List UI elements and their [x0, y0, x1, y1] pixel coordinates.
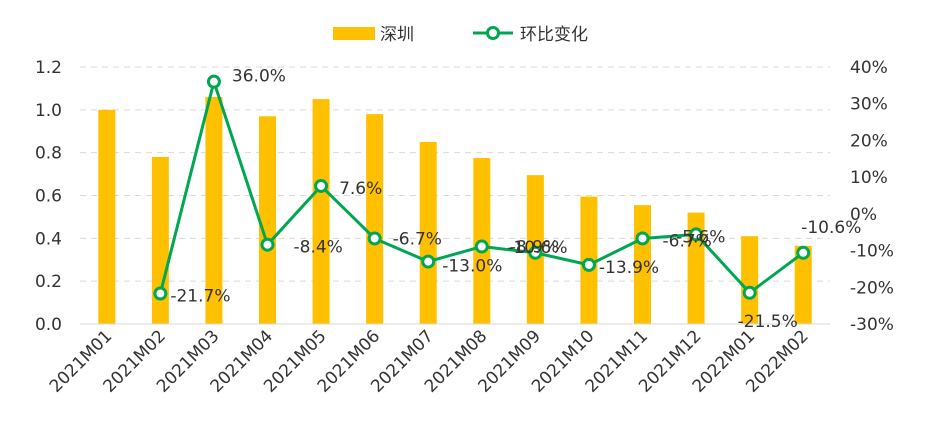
line-data-label: -10.6% — [801, 218, 861, 238]
line-data-label: -13.0% — [442, 257, 502, 277]
bar — [259, 116, 276, 324]
bar — [794, 245, 812, 324]
y-right-tick-label: -30% — [850, 315, 894, 335]
line-data-label: -6.7% — [393, 229, 442, 249]
line-data-label: -21.5% — [738, 312, 798, 332]
bar — [366, 114, 384, 324]
y-right-tick-label: 40% — [850, 58, 888, 78]
line-data-label: -21.7% — [170, 287, 230, 307]
line-data-label: -8.9% — [510, 238, 559, 258]
y-right-tick-label: 30% — [850, 95, 888, 115]
line-marker — [635, 231, 650, 246]
line-marker — [314, 178, 329, 193]
line-data-label: -8.4% — [294, 238, 343, 258]
line-marker — [260, 237, 275, 252]
line-marker — [153, 286, 168, 301]
bar — [741, 236, 759, 324]
line-data-label: -13.9% — [599, 258, 659, 278]
y-right-tick-label: -10% — [850, 242, 894, 262]
line-marker — [474, 239, 489, 254]
bar — [312, 99, 330, 324]
legend: 深圳 环比变化 — [333, 25, 588, 45]
line-data-label: 7.6% — [339, 179, 382, 199]
bar — [419, 141, 437, 324]
line-marker — [528, 245, 543, 260]
line-data-label: -5.6% — [676, 227, 725, 247]
line-data-label: -6.7% — [663, 231, 712, 251]
y-right-tick-label: -20% — [850, 278, 894, 298]
line-marker — [581, 257, 596, 272]
y-left-tick-label: 0.2 — [35, 272, 62, 292]
bar — [98, 109, 116, 324]
y-left-tick-label: 1.2 — [35, 58, 62, 78]
legend-line-marker — [486, 26, 500, 40]
data-labels: -21.7%36.0%-8.4%7.6%-6.7%-13.0%-8.9%-10.… — [170, 67, 861, 332]
y-right-tick-label: 10% — [850, 168, 888, 188]
line-marker — [742, 285, 757, 300]
line-data-label: 36.0% — [232, 67, 286, 87]
legend-bar-label: 深圳 — [380, 25, 414, 45]
y-left-tick-label: 0.0 — [35, 315, 62, 335]
y-left-tick-label: 0.8 — [35, 144, 62, 164]
y-left-tick-label: 1.0 — [35, 101, 62, 121]
line-data-label: -10.6% — [507, 238, 567, 258]
y-right-tick-label: 0% — [850, 205, 877, 225]
y-left-tick-label: 0.4 — [35, 229, 62, 249]
y-right-tick-label: 20% — [850, 131, 888, 151]
line-marker — [367, 231, 382, 246]
legend-line-label: 环比变化 — [520, 25, 588, 45]
line-marker — [206, 74, 221, 89]
legend-bar-swatch — [333, 27, 375, 40]
bar — [205, 96, 223, 324]
y-left-tick-label: 0.6 — [35, 187, 62, 207]
line-marker — [796, 245, 811, 260]
gridlines — [80, 66, 830, 282]
line-marker — [689, 227, 704, 242]
line-series — [153, 74, 811, 301]
line-marker — [421, 254, 436, 269]
